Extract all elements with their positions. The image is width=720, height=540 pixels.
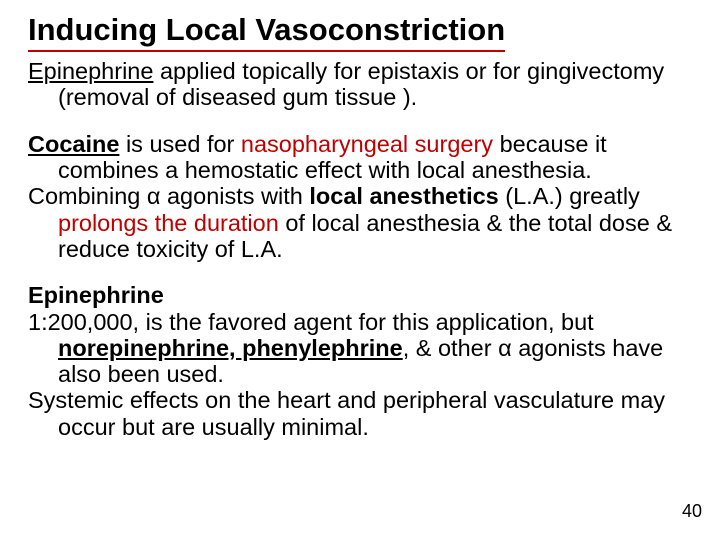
paragraph-cocaine: Cocaine is used for nasopharyngeal surge… xyxy=(28,131,700,184)
term-prolongs: prolongs the duration xyxy=(58,210,279,236)
slide-body: Epinephrine applied topically for epista… xyxy=(28,58,700,440)
paragraph-ratio: 1:200,000, is the favored agent for this… xyxy=(28,309,700,388)
term-nasopharyngeal: nasopharyngeal surgery xyxy=(241,131,493,157)
paragraph-systemic: Systemic effects on the heart and periph… xyxy=(28,387,700,440)
page-number: 40 xyxy=(682,501,702,522)
paragraph-combining: Combining α agonists with local anesthet… xyxy=(28,183,700,262)
term-epinephrine-2: Epinephrine xyxy=(28,282,164,308)
slide-container: Inducing Local Vasoconstriction Epinephr… xyxy=(0,0,720,452)
text: is used for xyxy=(119,131,240,157)
text: Combining α agonists with xyxy=(28,183,309,209)
term-local-anesthetics: local anesthetics xyxy=(309,183,498,209)
heading-epinephrine: Epinephrine xyxy=(28,282,700,308)
paragraph-epinephrine-topical: Epinephrine applied topically for epista… xyxy=(28,58,700,111)
text: 1:200,000, is the favored agent for this… xyxy=(28,309,594,335)
term-ne-pe: norepinephrine, phenylephrine xyxy=(58,335,403,361)
term-epinephrine: Epinephrine xyxy=(28,58,153,84)
term-cocaine: Cocaine xyxy=(28,131,119,157)
slide-title: Inducing Local Vasoconstriction xyxy=(28,12,505,52)
text: (L.A.) greatly xyxy=(499,183,640,209)
